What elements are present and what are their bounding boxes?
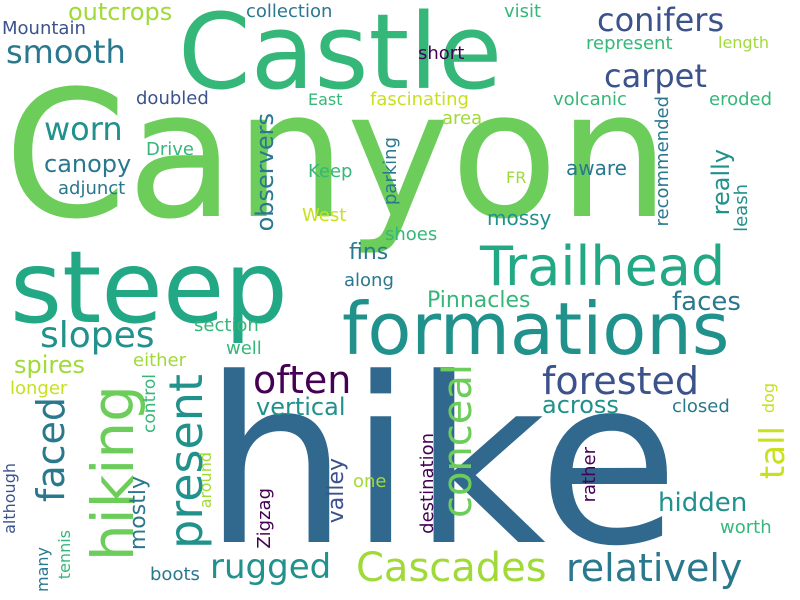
- word-collection: collection: [246, 1, 333, 22]
- word-across: across: [542, 391, 619, 419]
- word-one: one: [353, 471, 387, 492]
- word-steep: steep: [10, 229, 288, 346]
- word-dog: dog: [759, 383, 778, 414]
- word-trailhead: Trailhead: [480, 235, 726, 298]
- word-recommended: recommended: [652, 96, 673, 227]
- word-shoes: shoes: [385, 224, 438, 245]
- word-valley: valley: [324, 458, 349, 524]
- word-tall: tall: [753, 426, 793, 480]
- word-adjunct: adjunct: [58, 178, 126, 199]
- word-short: short: [418, 43, 465, 64]
- word-fins: fins: [349, 240, 389, 265]
- word-relatively: relatively: [566, 546, 743, 590]
- word-many: many: [33, 547, 52, 592]
- word-faces: faces: [672, 287, 741, 317]
- word-really: really: [707, 149, 735, 216]
- word-well: well: [226, 338, 262, 359]
- word-control: control: [140, 374, 160, 433]
- word-leash: leash: [731, 184, 752, 232]
- word-castle: Castle: [178, 0, 503, 113]
- word-vertical: vertical: [256, 393, 346, 421]
- word-along: along: [344, 270, 394, 291]
- word-carpet: carpet: [604, 57, 707, 95]
- word-hike: hike: [203, 330, 680, 597]
- word-rather: rather: [579, 447, 600, 503]
- word-eroded: eroded: [709, 89, 773, 110]
- word-aware: aware: [566, 156, 627, 180]
- word-around: around: [196, 452, 215, 509]
- word-conceal: conceal: [435, 364, 481, 519]
- word-canopy: canopy: [44, 150, 132, 178]
- word-drive: Drive: [146, 139, 194, 160]
- word-closed: closed: [672, 396, 730, 417]
- word-pinnacles: Pinnacles: [427, 288, 531, 313]
- word-forested: forested: [542, 359, 699, 403]
- word-worth: worth: [720, 517, 772, 538]
- word-length: length: [718, 33, 769, 52]
- word-faced: faced: [29, 397, 73, 503]
- word-mostly: mostly: [126, 476, 151, 551]
- word-smooth: smooth: [6, 33, 126, 71]
- word-outcrops: outcrops: [68, 0, 173, 26]
- word-tennis: tennis: [55, 530, 74, 580]
- word-either: either: [133, 350, 187, 371]
- word-observers: observers: [251, 113, 279, 232]
- word-formations: formations: [342, 287, 730, 371]
- word-boots: boots: [150, 564, 200, 585]
- word-rugged: rugged: [210, 547, 332, 587]
- word-spires: spires: [14, 351, 86, 379]
- word-east: East: [308, 90, 343, 109]
- word-longer: longer: [10, 378, 68, 399]
- word-visit: visit: [504, 1, 542, 22]
- word-west: West: [302, 205, 347, 226]
- word-mountain: Mountain: [2, 18, 86, 39]
- word-canyon: Canyon: [4, 53, 670, 258]
- word-destination: destination: [417, 433, 438, 534]
- word-represent: represent: [586, 33, 673, 54]
- word-doubled: doubled: [136, 88, 209, 109]
- word-keep: Keep: [308, 161, 353, 182]
- word-worn: worn: [44, 110, 123, 148]
- word-fr: FR: [506, 168, 527, 187]
- word-mossy: mossy: [487, 206, 552, 230]
- word-slopes: slopes: [40, 315, 155, 356]
- word-although: although: [0, 463, 19, 534]
- word-hidden: hidden: [658, 488, 748, 518]
- word-section: section: [194, 315, 259, 336]
- word-volcanic: volcanic: [553, 89, 627, 110]
- word-often: often: [253, 358, 352, 402]
- word-conifers: conifers: [597, 1, 725, 39]
- word-area: area: [442, 108, 483, 129]
- word-zigzag: Zigzag: [254, 488, 275, 549]
- word-fascinating: fascinating: [370, 89, 469, 110]
- word-parking: parking: [380, 137, 401, 206]
- word-cascades: Cascades: [356, 545, 547, 591]
